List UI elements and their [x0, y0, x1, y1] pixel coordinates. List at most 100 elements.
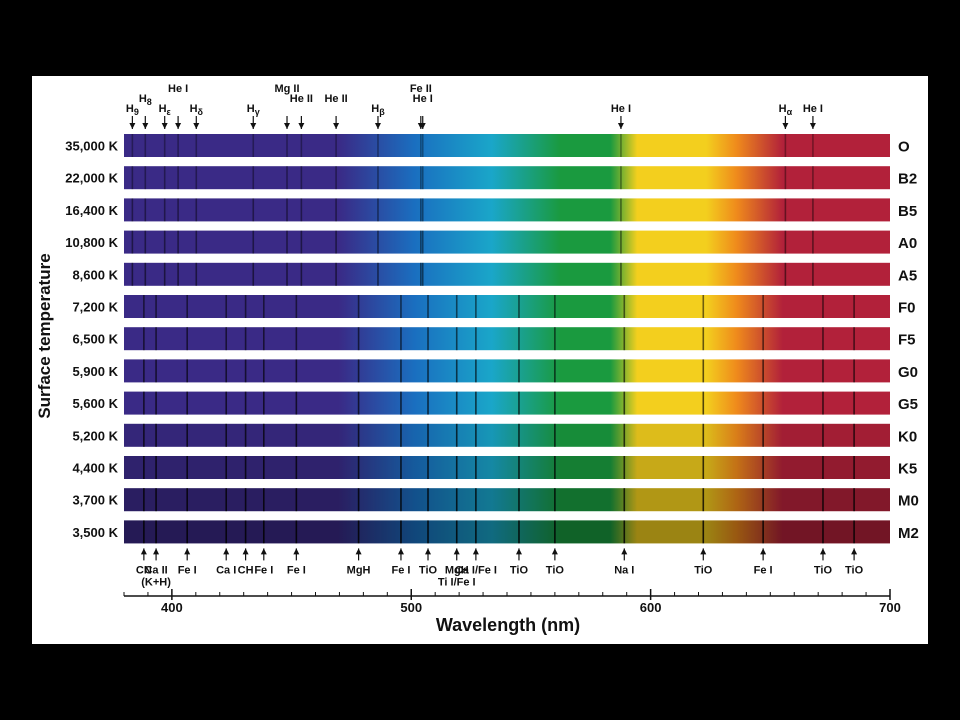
absorption-line — [163, 134, 166, 157]
top-line-label: Hδ — [190, 103, 204, 117]
top-line-label: H9 — [126, 103, 139, 117]
absorption-line — [853, 456, 855, 479]
spectrum-strip — [124, 520, 890, 544]
line-arrow-head — [129, 123, 136, 129]
spectral-class-label: B2 — [898, 171, 917, 188]
absorption-line — [475, 295, 477, 318]
bottom-line-label: CH — [238, 564, 254, 576]
absorption-line — [143, 391, 145, 415]
spectral-class-label: F0 — [898, 300, 916, 317]
spectral-class-label: G0 — [898, 364, 918, 381]
absorption-line — [335, 166, 337, 190]
temperature-label: 5,600 K — [72, 396, 118, 411]
bottom-line-label: CN — [136, 564, 152, 576]
temperature-label: 10,800 K — [65, 235, 118, 250]
bottom-line-marker: Fe I — [254, 548, 273, 576]
absorption-line — [554, 520, 556, 544]
absorption-line — [163, 262, 166, 286]
absorption-line — [702, 423, 705, 447]
absorption-line — [377, 198, 379, 222]
spectrum-row: 7,200 K F0 — [72, 295, 916, 318]
absorption-line — [455, 520, 458, 544]
line-arrow-head — [515, 548, 522, 555]
absorption-line — [812, 198, 814, 222]
absorption-line — [853, 488, 855, 512]
spectral-class-label: A0 — [898, 235, 917, 252]
absorption-line — [195, 166, 198, 190]
spectrum-strip — [124, 134, 890, 157]
top-line-marker: He I — [803, 103, 823, 129]
bottom-line-marker: Fe I — [178, 548, 197, 576]
absorption-line — [623, 456, 626, 479]
bottom-line-label: TiO — [694, 564, 713, 576]
line-arrow-head — [223, 548, 230, 555]
top-line-marker: Mg II — [274, 83, 300, 129]
absorption-line — [518, 488, 520, 512]
absorption-line — [225, 488, 228, 512]
absorption-line — [225, 520, 228, 544]
absorption-line — [225, 295, 228, 318]
bottom-line-marker: Fe I — [754, 548, 773, 576]
temperature-label: 4,400 K — [72, 461, 118, 476]
bottom-line-label: Na I — [614, 564, 634, 576]
absorption-line — [822, 520, 824, 544]
x-tick-label: 500 — [400, 600, 422, 615]
absorption-line — [455, 423, 458, 447]
absorption-line — [155, 359, 157, 383]
spectrum-row: 8,600 K A5 — [72, 262, 917, 286]
bottom-line-marker: Ca II(K+H) — [141, 548, 171, 588]
spectrum-strip — [124, 391, 890, 415]
absorption-line — [244, 488, 247, 512]
spectral-class-label: M0 — [898, 493, 919, 510]
bottom-line-label: TiO — [814, 564, 833, 576]
absorption-line — [131, 134, 134, 157]
absorption-line — [286, 198, 288, 222]
absorption-line — [518, 520, 520, 544]
absorption-line — [762, 327, 764, 351]
top-line-marker: He I — [611, 103, 631, 129]
absorption-line — [225, 327, 228, 351]
absorption-line — [186, 456, 188, 479]
absorption-line — [143, 327, 145, 351]
absorption-line — [762, 391, 764, 415]
absorption-line — [812, 134, 814, 157]
absorption-line — [421, 198, 424, 222]
spectrum-row: 5,900 K G0 — [72, 359, 918, 383]
line-arrow-head — [284, 123, 291, 129]
bottom-line-label: MgH — [445, 564, 469, 576]
absorption-line — [144, 262, 147, 286]
absorption-line — [163, 198, 166, 222]
absorption-line — [620, 166, 622, 190]
bottom-line-marker: TiO — [814, 548, 833, 576]
absorption-line — [518, 423, 520, 447]
absorption-line — [262, 488, 265, 512]
absorption-line — [377, 262, 379, 286]
absorption-line — [455, 391, 458, 415]
absorption-line — [377, 166, 379, 190]
absorption-line — [195, 262, 198, 286]
absorption-line — [295, 488, 298, 512]
absorption-line — [186, 359, 188, 383]
absorption-line — [357, 295, 360, 318]
absorption-line — [262, 520, 265, 544]
absorption-line — [427, 327, 429, 351]
absorption-line — [554, 423, 556, 447]
absorption-line — [620, 230, 622, 254]
absorption-line — [623, 520, 626, 544]
absorption-line — [186, 488, 188, 512]
absorption-line — [400, 488, 402, 512]
top-line-marker: Hβ — [371, 103, 385, 129]
absorption-line — [131, 230, 134, 254]
absorption-line — [400, 359, 402, 383]
line-arrow-head — [153, 548, 160, 555]
bottom-line-label: Ca II — [144, 564, 167, 576]
absorption-line — [252, 262, 255, 286]
wavelength-axis: 400 500 600 700 — [123, 589, 901, 615]
absorption-line — [812, 230, 814, 254]
line-arrow-head — [333, 123, 340, 129]
absorption-line — [554, 488, 556, 512]
absorption-line — [244, 456, 247, 479]
